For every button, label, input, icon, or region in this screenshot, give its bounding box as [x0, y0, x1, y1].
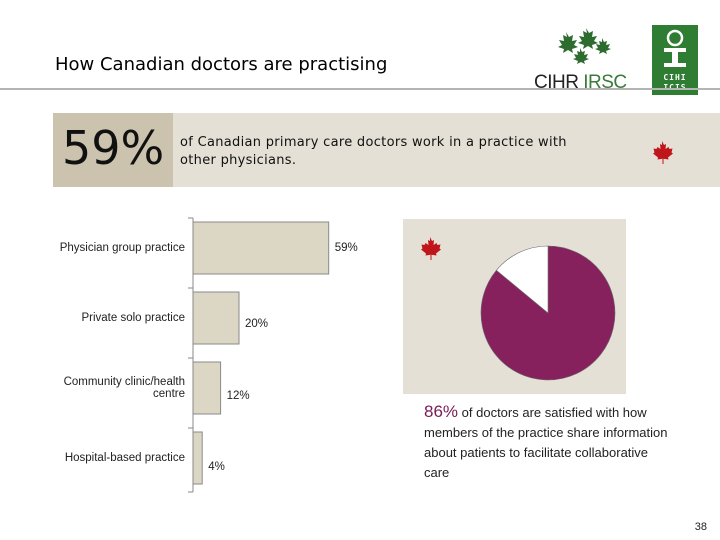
maple-leaf-icon: [653, 141, 673, 164]
pie-slice: [480, 245, 616, 381]
value-label: 4%: [208, 461, 225, 473]
satisfaction-statement: 86% of doctors are satisfied with how me…: [424, 402, 674, 483]
value-label: 20%: [245, 318, 269, 330]
satisfaction-pie-chart: [480, 245, 616, 381]
irsc-text: IRSC: [583, 72, 627, 93]
cihr-wordmark: CIHR IRSC: [534, 72, 627, 94]
bar: [192, 291, 240, 345]
cihi-logo: CIHI ICIS: [652, 25, 698, 95]
category-label: Hospital-based practice: [64, 452, 185, 464]
category-label: Community clinic/health centre: [63, 376, 185, 400]
maple-leaf-icon: [421, 237, 441, 260]
maple-leaves-icon: [558, 28, 611, 64]
header-divider: [0, 88, 720, 90]
satisfaction-text: of doctors are satisfied with how member…: [424, 405, 668, 480]
cihi-emblem-icon: [664, 29, 686, 67]
category-label: Private solo practice: [81, 312, 185, 324]
cihi-text: CIHI: [663, 73, 687, 82]
value-label: 59%: [334, 242, 358, 254]
cihr-text: CIHR: [534, 72, 579, 93]
page-number: 38: [694, 521, 707, 533]
bar: [192, 221, 330, 275]
headline-text: of Canadian primary care doctors work in…: [180, 135, 567, 168]
headline-pct-box: [53, 113, 173, 187]
headline-percentage: 59%: [62, 121, 165, 175]
bar: [192, 361, 222, 415]
cihr-logo: CIHR IRSC: [528, 26, 632, 94]
icis-text: ICIS: [652, 83, 698, 92]
practice-type-bar-chart: [188, 217, 330, 493]
value-label: 12%: [226, 390, 250, 402]
category-label: Physician group practice: [59, 242, 185, 254]
pie-slice: [495, 245, 549, 314]
slide-title: How Canadian doctors are practising: [55, 54, 388, 75]
bar: [192, 431, 203, 485]
satisfaction-percentage: 86%: [424, 402, 459, 421]
